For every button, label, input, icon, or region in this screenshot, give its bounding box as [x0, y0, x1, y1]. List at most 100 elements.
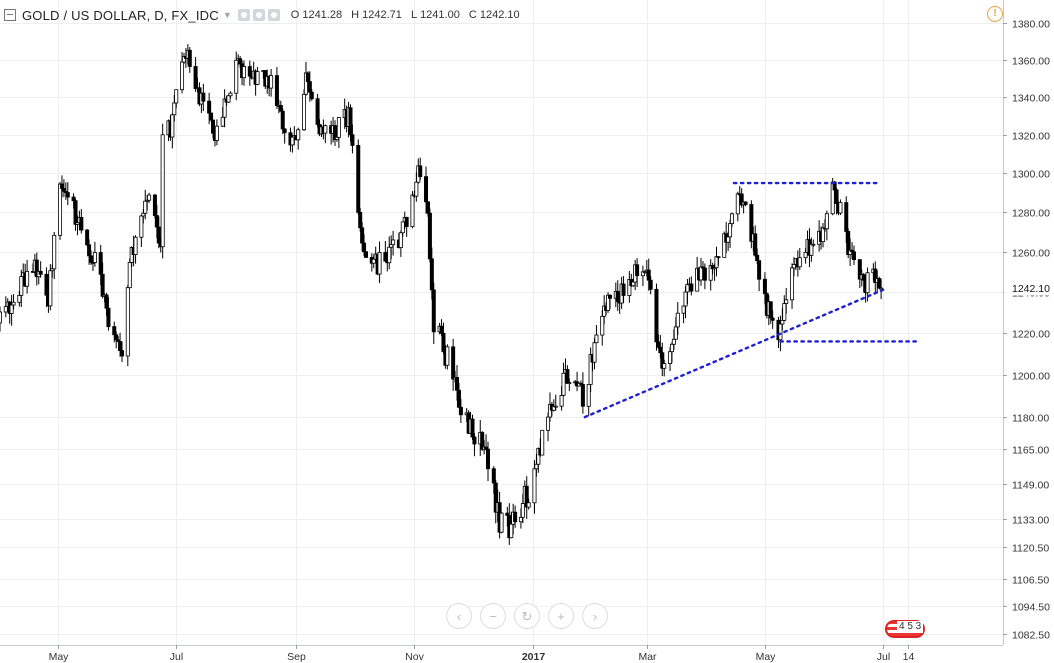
candle-body	[73, 200, 78, 225]
candle-body	[71, 196, 76, 202]
candle-body	[139, 215, 144, 238]
candle-body	[821, 227, 826, 243]
settings-icon[interactable]	[237, 9, 250, 21]
candle-body	[65, 192, 70, 198]
time-tick-label: Nov	[405, 651, 424, 663]
time-tick-label: Sep	[287, 651, 306, 663]
candle-body	[156, 226, 161, 244]
candle-body	[424, 176, 429, 203]
candle-body	[38, 270, 43, 275]
candle-body	[784, 299, 789, 304]
candle-body	[592, 342, 597, 363]
close-icon[interactable]	[267, 9, 280, 21]
candle-body	[735, 193, 740, 215]
candle-body	[559, 395, 564, 407]
candle-body	[656, 341, 661, 348]
zoom-in-button[interactable]: +	[548, 603, 574, 629]
candle-body	[305, 72, 310, 83]
dotted-trendline[interactable]	[583, 287, 889, 419]
candle-body	[861, 274, 866, 281]
candle-body	[472, 436, 477, 445]
candle-body	[104, 294, 109, 309]
candle-body	[391, 239, 396, 246]
price-tick-label: 1340.00	[1012, 93, 1050, 105]
price-tick-label: 1200.00	[1012, 371, 1050, 383]
candle-body	[532, 468, 537, 504]
candle-body	[513, 511, 518, 523]
candle-body	[470, 418, 475, 438]
candle-body	[226, 95, 231, 103]
candle-body	[811, 243, 816, 246]
candle-body	[456, 389, 461, 408]
scroll-right-button[interactable]: ›	[582, 603, 608, 629]
symbol-header: GOLD / US DOLLAR, D, FX_IDC ▼ O 1241.28 H…	[4, 6, 526, 24]
close-key: C	[468, 9, 477, 21]
eye-icon[interactable]	[252, 9, 265, 21]
candle-body	[180, 61, 185, 91]
candle-body	[445, 346, 450, 366]
price-tick-label: 1106.50	[1012, 575, 1049, 587]
price-axis: 1380.00 1360.00 1340.00 1320.00 1300.00 1280.…	[1003, 19, 1050, 642]
flag-badge[interactable]: 4 5 3	[883, 618, 927, 640]
candle-body	[92, 252, 97, 263]
candle-body	[0, 311, 3, 324]
zoom-out-button[interactable]: −	[480, 603, 506, 629]
candle-body	[879, 287, 884, 290]
candle-body	[52, 234, 57, 270]
candle-body	[387, 246, 392, 264]
price-tick-label: 1165.00	[1012, 445, 1049, 457]
candle-body	[302, 93, 307, 131]
candle-body	[635, 264, 640, 277]
candle-body	[211, 119, 216, 134]
alert-icon[interactable]: !	[987, 6, 1003, 22]
candle-body	[546, 416, 551, 431]
candle-body	[98, 252, 103, 275]
candle-body	[154, 215, 159, 228]
candle-body	[323, 125, 328, 134]
candle-body	[362, 242, 367, 253]
candle-body	[127, 262, 132, 289]
price-tick-label: 1094.50	[1012, 602, 1050, 614]
low-key: L	[410, 9, 418, 21]
candle-body	[586, 383, 591, 407]
price-tick-label: 1360.00	[1012, 56, 1050, 68]
reset-chart-button[interactable]: ↻	[514, 603, 540, 629]
candle-body	[3, 306, 8, 313]
candle-body	[824, 213, 829, 230]
candle-body	[877, 278, 882, 289]
candle-body	[193, 66, 198, 89]
candle-body	[485, 448, 490, 470]
chart-navigation: ‹ − ↻ + ›	[446, 603, 608, 629]
candle-body	[25, 270, 30, 287]
candle-body	[834, 189, 839, 204]
high-value: 1242.71	[362, 9, 402, 21]
price-tick-label: 1082.50	[1012, 630, 1050, 642]
candle-body	[360, 227, 365, 244]
candle-body	[207, 100, 212, 114]
candle-body	[668, 351, 673, 365]
candle-body	[201, 92, 206, 102]
dropdown-arrow-icon[interactable]: ▼	[222, 10, 232, 20]
symbol-title[interactable]: GOLD / US DOLLAR, D, FX_IDC	[22, 7, 219, 23]
collapse-icon[interactable]	[4, 9, 16, 21]
candle-body	[540, 429, 545, 456]
candle-body	[410, 194, 415, 227]
candle-body	[241, 66, 246, 79]
candle-body	[534, 463, 539, 470]
candle-body	[615, 290, 620, 303]
candle-body	[358, 211, 363, 229]
candle-body	[315, 98, 320, 125]
candle-body	[170, 114, 175, 138]
last-price-label: 1242.10	[1004, 280, 1054, 296]
candle-body	[87, 244, 92, 257]
candle-body	[600, 315, 605, 336]
candle-body	[296, 129, 301, 141]
candle-body	[228, 92, 233, 97]
candle-body	[61, 188, 66, 192]
candles	[0, 44, 884, 545]
scroll-left-button[interactable]: ‹	[446, 603, 472, 629]
candle-body	[290, 136, 295, 146]
candle-body	[174, 89, 179, 104]
candle-body	[234, 59, 239, 94]
